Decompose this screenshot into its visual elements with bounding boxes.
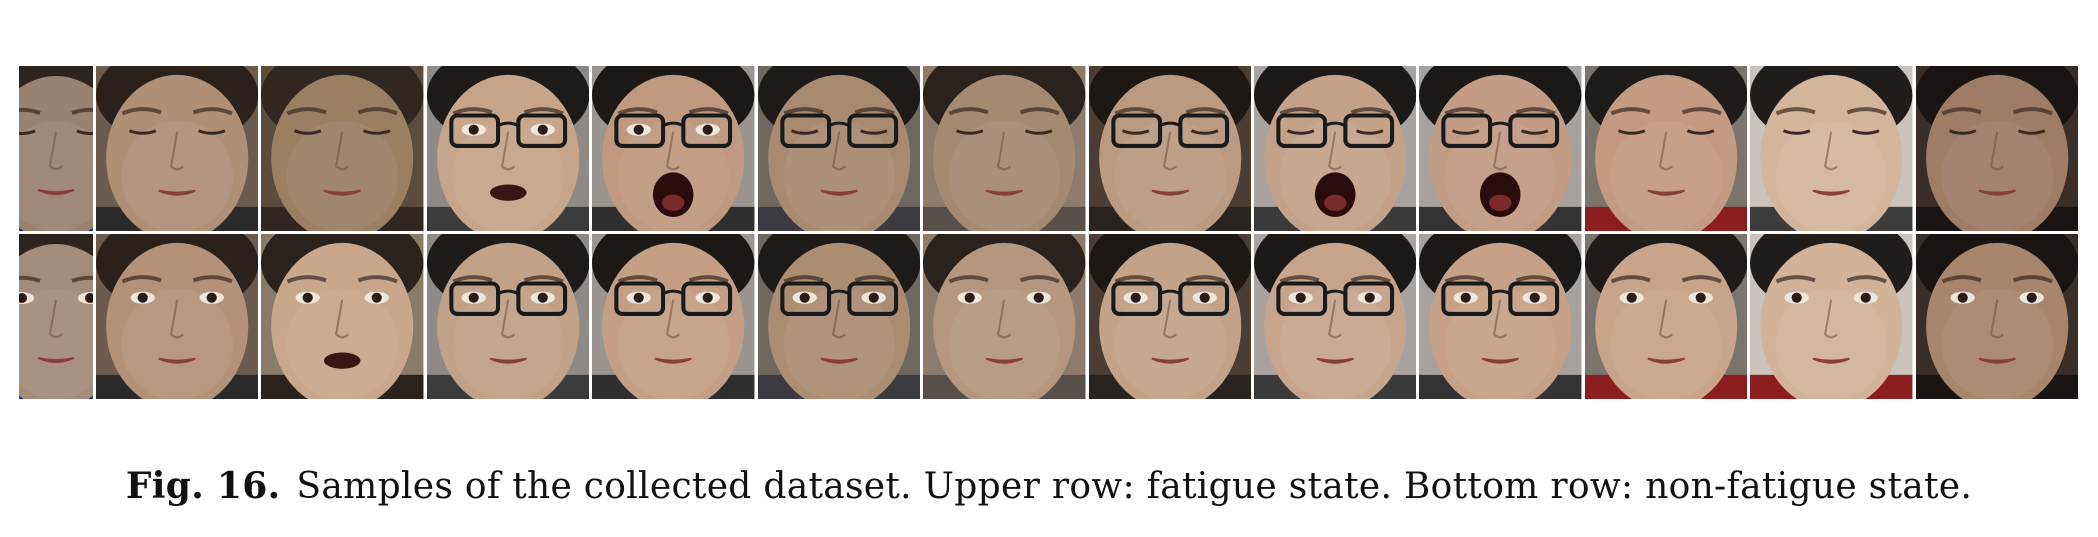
face-photo [1750, 234, 1913, 399]
fatigue-face-sample [96, 66, 259, 231]
face-photo [19, 66, 93, 231]
face-photo [96, 66, 259, 231]
face-photo [1750, 66, 1913, 231]
face-photo [261, 66, 424, 231]
non-fatigue-face-sample [261, 234, 424, 399]
face-photo [1419, 66, 1582, 231]
fatigue-face-sample [1088, 66, 1251, 231]
non-fatigue-face-sample [19, 234, 93, 399]
face-photo [96, 234, 259, 399]
face-photo [19, 234, 93, 399]
non-fatigue-face-sample [1584, 234, 1748, 399]
non-fatigue-face-sample [96, 234, 259, 399]
face-photo [1584, 234, 1748, 399]
face-photo [1419, 234, 1582, 399]
face-photo [1253, 66, 1417, 231]
non-fatigue-face-sample [1750, 234, 1913, 399]
face-photo [426, 234, 590, 399]
fatigue-face-sample [1750, 66, 1913, 231]
face-photo [923, 234, 1086, 399]
face-photo [592, 234, 755, 399]
fatigue-face-sample [1253, 66, 1417, 231]
face-photo [1088, 234, 1251, 399]
face-photo [426, 66, 590, 231]
fatigue-face-sample [923, 66, 1086, 231]
non-fatigue-face-sample [426, 234, 590, 399]
face-photo [592, 66, 755, 231]
face-photo [1088, 66, 1251, 231]
face-photo [1915, 234, 2078, 399]
non-fatigue-face-sample [592, 234, 755, 399]
face-sample-grid [19, 66, 2078, 399]
face-photo [757, 66, 921, 231]
fatigue-face-sample [592, 66, 755, 231]
face-photo [1253, 234, 1417, 399]
non-fatigue-face-sample [1253, 234, 1417, 399]
fatigue-face-sample [1915, 66, 2078, 231]
face-photo [923, 66, 1086, 231]
fatigue-face-sample [426, 66, 590, 231]
fatigue-face-sample [757, 66, 921, 231]
non-fatigue-face-sample [1419, 234, 1582, 399]
figure-label: Fig. 16. [125, 465, 281, 507]
face-photo [757, 234, 921, 399]
fatigue-face-sample [1419, 66, 1582, 231]
non-fatigue-face-sample [923, 234, 1086, 399]
fatigue-face-sample [19, 66, 93, 231]
non-fatigue-face-sample [1915, 234, 2078, 399]
fatigue-face-sample [261, 66, 424, 231]
figure-caption-text: Samples of the collected dataset. Upper … [296, 466, 1973, 507]
face-photo [1584, 66, 1748, 231]
non-fatigue-face-sample [757, 234, 921, 399]
face-photo [1915, 66, 2078, 231]
figure-caption: Fig. 16. Samples of the collected dataset… [0, 465, 2098, 507]
face-photo [261, 234, 424, 399]
fatigue-face-sample [1584, 66, 1748, 231]
non-fatigue-face-sample [1088, 234, 1251, 399]
